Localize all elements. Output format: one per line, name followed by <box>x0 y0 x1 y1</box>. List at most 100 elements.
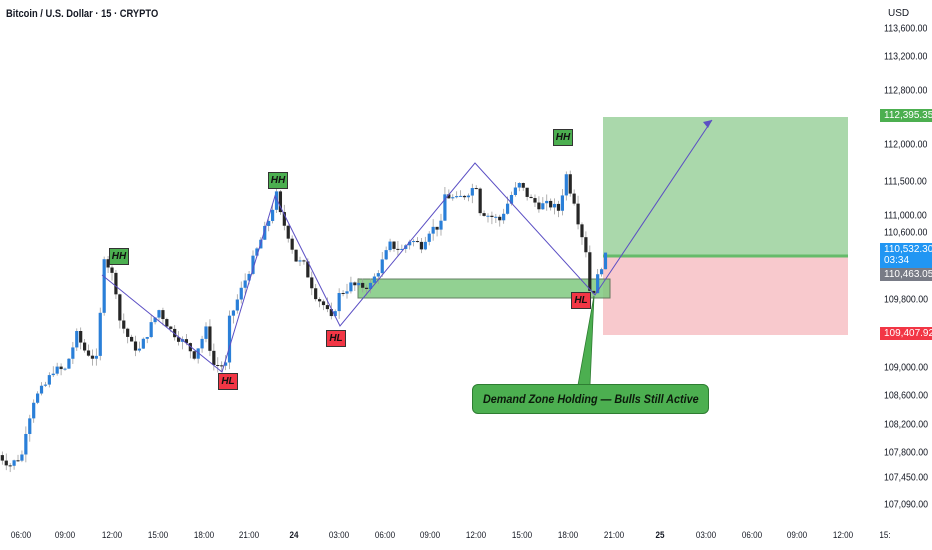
candle-bullish[interactable] <box>149 322 153 338</box>
candle-bearish[interactable] <box>118 294 122 321</box>
candle-bullish[interactable] <box>235 299 239 311</box>
candle-bullish[interactable] <box>486 215 490 217</box>
candle-bullish[interactable] <box>560 195 565 211</box>
candle-bullish[interactable] <box>141 338 145 349</box>
candle-bearish[interactable] <box>490 215 494 218</box>
candle-bearish[interactable] <box>329 309 333 317</box>
candle-bearish[interactable] <box>129 336 134 342</box>
candle-bearish[interactable] <box>396 248 400 250</box>
candle-bullish[interactable] <box>400 248 404 250</box>
candle-bullish[interactable] <box>51 373 55 376</box>
candle-bullish[interactable] <box>43 384 48 386</box>
candle-bullish[interactable] <box>270 209 275 221</box>
candle-bullish[interactable] <box>345 291 349 294</box>
candle-bullish[interactable] <box>255 248 259 256</box>
candle-bullish[interactable] <box>380 259 384 274</box>
candle-bearish[interactable] <box>110 267 114 273</box>
candle-bullish[interactable] <box>47 375 51 385</box>
candle-bullish[interactable] <box>28 418 32 434</box>
candle-bearish[interactable] <box>306 261 310 278</box>
demand-zone-callout[interactable]: Demand Zone Holding — Bulls Still Active <box>472 384 709 414</box>
candle-bullish[interactable] <box>502 213 506 221</box>
candle-bullish[interactable] <box>451 197 455 199</box>
candle-bearish[interactable] <box>302 260 306 262</box>
candle-bearish[interactable] <box>580 224 584 238</box>
candle-bullish[interactable] <box>55 366 59 374</box>
candle-bearish[interactable] <box>4 460 8 466</box>
demand-zone[interactable] <box>357 278 611 299</box>
candle-bullish[interactable] <box>247 273 251 281</box>
candle-bearish[interactable] <box>294 249 298 262</box>
candle-bearish[interactable] <box>216 365 220 367</box>
candle-bullish[interactable] <box>408 241 412 246</box>
candle-bullish[interactable] <box>552 203 557 208</box>
candle-bearish[interactable] <box>525 187 529 197</box>
candle-bullish[interactable] <box>494 216 498 218</box>
candle-bearish[interactable] <box>556 203 561 211</box>
candle-bearish[interactable] <box>126 328 130 337</box>
candle-bearish[interactable] <box>361 282 365 288</box>
candle-bearish[interactable] <box>59 366 63 370</box>
candle-bullish[interactable] <box>227 315 232 363</box>
candle-bearish[interactable] <box>549 200 553 208</box>
candle-bullish[interactable] <box>12 460 16 466</box>
candle-bullish[interactable] <box>431 226 435 234</box>
candle-bearish[interactable] <box>478 188 482 214</box>
candle-bearish[interactable] <box>498 216 502 221</box>
candle-bearish[interactable] <box>588 252 592 291</box>
candle-bullish[interactable] <box>98 312 102 356</box>
candle-bearish[interactable] <box>114 272 118 295</box>
candle-bearish[interactable] <box>310 277 314 289</box>
candle-bearish[interactable] <box>184 339 189 344</box>
candle-bullish[interactable] <box>231 310 236 316</box>
candle-bullish[interactable] <box>388 241 392 251</box>
candle-bearish[interactable] <box>584 237 588 253</box>
candle-bearish[interactable] <box>173 328 177 338</box>
candle-bullish[interactable] <box>24 433 28 455</box>
candle-bullish[interactable] <box>458 195 463 197</box>
candle-bullish[interactable] <box>599 269 604 275</box>
candle-bullish[interactable] <box>443 194 447 221</box>
candle-bullish[interactable] <box>439 220 443 230</box>
candle-bearish[interactable] <box>176 337 181 342</box>
candle-bullish[interactable] <box>153 317 157 323</box>
symbol-title[interactable]: Bitcoin / U.S. Dollar · 15 · CRYPTO <box>6 8 159 20</box>
candle-bullish[interactable] <box>196 348 200 359</box>
pivot-label-hl[interactable]: HL <box>218 373 238 390</box>
candle-bearish[interactable] <box>341 293 345 295</box>
candle-bullish[interactable] <box>102 259 106 313</box>
candle-bullish[interactable] <box>32 402 36 419</box>
candle-bearish[interactable] <box>290 238 294 250</box>
candle-bearish[interactable] <box>482 213 486 216</box>
candle-bearish[interactable] <box>521 182 525 188</box>
candle-bearish[interactable] <box>278 191 283 213</box>
candle-bearish[interactable] <box>86 350 91 356</box>
candle-bearish[interactable] <box>79 331 83 343</box>
candle-bullish[interactable] <box>505 203 510 214</box>
candle-bullish[interactable] <box>243 280 247 288</box>
candle-bullish[interactable] <box>20 454 24 461</box>
candle-bullish[interactable] <box>137 348 142 351</box>
candle-bullish[interactable] <box>204 326 208 339</box>
candle-bearish[interactable] <box>0 455 4 461</box>
pivot-label-hh[interactable]: HH <box>268 172 288 189</box>
candle-bullish[interactable] <box>545 200 549 204</box>
candle-bearish[interactable] <box>317 299 322 302</box>
candle-bullish[interactable] <box>298 260 302 262</box>
candle-bullish[interactable] <box>427 233 431 242</box>
candle-bullish[interactable] <box>223 362 228 366</box>
candle-bearish[interactable] <box>353 282 357 286</box>
candle-bearish[interactable] <box>576 203 580 225</box>
candle-bullish[interactable] <box>251 255 255 274</box>
candle-bearish[interactable] <box>82 342 87 351</box>
candle-bearish[interactable] <box>474 188 478 190</box>
candle-bearish[interactable] <box>572 193 576 204</box>
candle-bearish[interactable] <box>462 195 467 198</box>
candle-bearish[interactable] <box>321 301 326 306</box>
candle-bearish[interactable] <box>90 355 95 359</box>
candle-bullish[interactable] <box>267 220 271 226</box>
zigzag-line[interactable] <box>101 119 713 373</box>
currency-label[interactable]: USD <box>888 8 910 19</box>
candle-bearish[interactable] <box>419 241 424 250</box>
